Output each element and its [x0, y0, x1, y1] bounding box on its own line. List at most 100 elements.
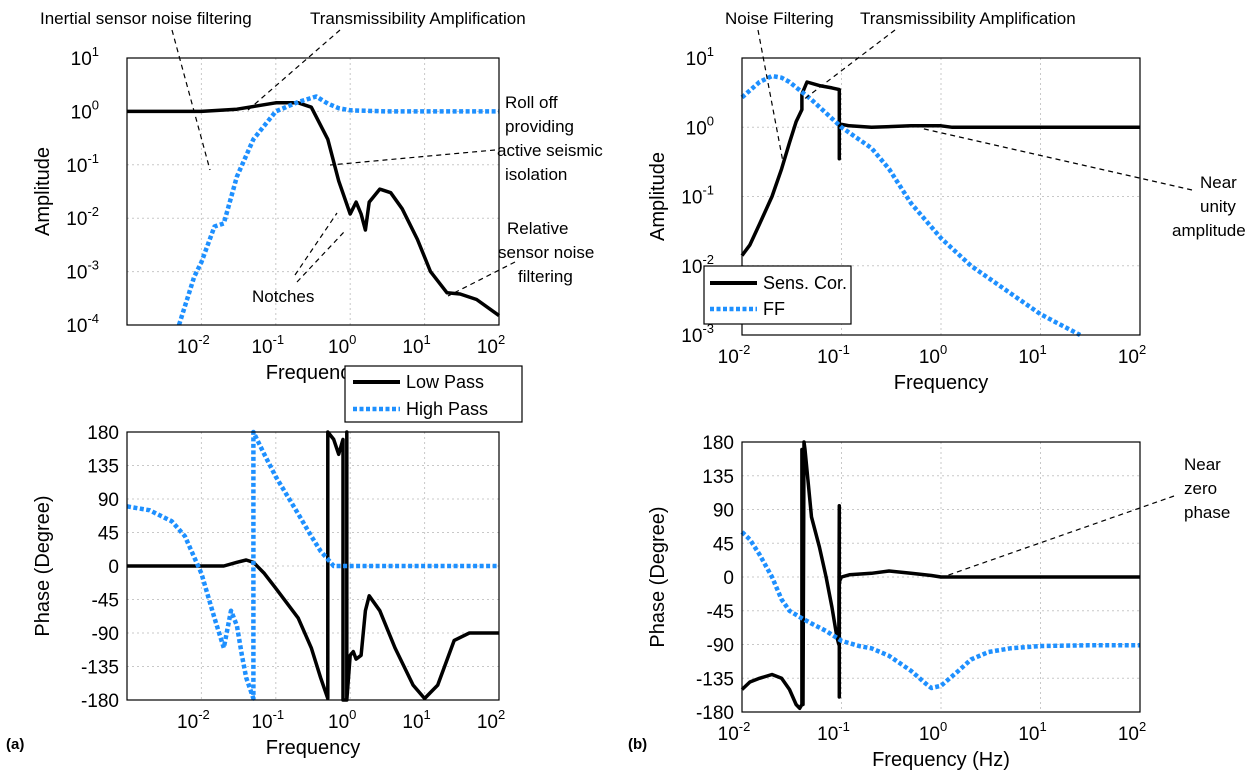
x-tick-label: 10-1: [251, 332, 284, 358]
annotations-panel-b-phase: Near zero phase: [939, 455, 1230, 579]
y-axis-label: Amplitude: [647, 152, 669, 241]
legend-panel-b: Sens. Cor. FF: [703, 265, 852, 325]
y-tick-label: 10-1: [66, 151, 99, 177]
series-high-pass-line: [126, 429, 499, 701]
legend-entry-low-pass: Low Pass: [406, 372, 484, 392]
x-tick-label: 100: [328, 707, 356, 733]
plot-b_phase: 10-2 10-1 100 101 10218013590450-45-90-135-1…: [647, 433, 1146, 771]
annotation-notches: Notches: [252, 287, 314, 306]
x-tick-label: 10-1: [251, 707, 284, 733]
x-tick-label: 10-2: [177, 332, 210, 358]
series-ff-line: [740, 530, 1140, 691]
y-tick-label: -45: [92, 591, 119, 612]
y-tick-label: -90: [92, 624, 119, 645]
svg-text:active seismic: active seismic: [497, 141, 603, 160]
series-high-pass-line: [176, 94, 499, 326]
x-axis-label: Frequency: [894, 372, 989, 394]
legend-entry-sens-cor: Sens. Cor.: [763, 273, 847, 293]
annotation-relative-noise: Relative sensor noise filtering: [498, 219, 594, 286]
plot-a_phase: 10-2 10-1 100 101 102 180 135 90 45 0 -45 -90 -135 -1…: [32, 423, 505, 759]
y-tick-label: 10-1: [681, 183, 714, 209]
panel-label-a: (a): [6, 736, 24, 753]
series-sens-cor--line: [740, 80, 1140, 257]
svg-text:Roll off: Roll off: [505, 93, 558, 112]
y-tick-label: 135: [702, 467, 734, 488]
x-tick-label: 101: [1018, 719, 1046, 745]
svg-text:Relative: Relative: [507, 219, 568, 238]
plot-frame: [126, 431, 500, 701]
y-tick-label: 101: [686, 44, 714, 70]
panel-label-b: (b): [628, 736, 647, 753]
x-tick-label: 102: [1118, 719, 1146, 745]
y-tick-label: -135: [81, 658, 119, 679]
y-tick-label: 100: [71, 97, 99, 123]
svg-text:Near: Near: [1200, 173, 1237, 192]
x-tick-label: 100: [919, 719, 947, 745]
x-tick-label: 100: [328, 332, 356, 358]
y-tick-label: 90: [713, 501, 734, 522]
plot-frame: [741, 441, 1141, 713]
y-tick-label: 101: [71, 44, 99, 70]
x-tick-label: 102: [477, 332, 505, 358]
y-tick-label: -45: [707, 602, 734, 623]
annotation-roll-off: Roll off providing active seismic isolat…: [497, 93, 603, 184]
annotation-inertial-noise: Inertial sensor noise filtering: [40, 9, 252, 28]
y-tick-label: 180: [702, 433, 734, 454]
y-axis-label: Phase (Degree): [32, 495, 54, 636]
x-tick-label: 101: [402, 707, 430, 733]
x-tick-label: 10-2: [718, 342, 751, 368]
y-tick-label: -135: [696, 669, 734, 690]
y-tick-label: 100: [686, 113, 714, 139]
plot-frame: [741, 57, 1141, 336]
x-axis-label: Frequency: [266, 362, 361, 384]
y-tick-label: 180: [87, 423, 119, 444]
y-tick-label: 10-3: [66, 258, 99, 284]
y-tick-label: 10-4: [66, 311, 99, 337]
y-tick-label: 0: [108, 557, 119, 578]
svg-text:isolation: isolation: [505, 165, 567, 184]
x-axis-label: Frequency (Hz): [872, 749, 1010, 771]
annotation-transmissibility-a: Transmissibility Amplification: [310, 9, 526, 28]
x-tick-label: 10-2: [177, 707, 210, 733]
x-tick-label: 10-1: [817, 719, 850, 745]
svg-text:unity: unity: [1200, 197, 1236, 216]
svg-text:filtering: filtering: [518, 267, 573, 286]
legend-panel-a: Low Pass High Pass: [344, 365, 523, 423]
y-tick-label: 45: [713, 534, 734, 555]
plot-b_amp: 10-2 10-1 100 101 10210-310-210-1100101Frequ…: [647, 44, 1146, 394]
plot-frame: [126, 57, 500, 326]
x-tick-label: 10-1: [817, 342, 850, 368]
y-tick-label: 135: [87, 457, 119, 478]
x-tick-label: 102: [1118, 342, 1146, 368]
svg-text:amplitude: amplitude: [1172, 221, 1246, 240]
svg-text:sensor noise: sensor noise: [498, 243, 594, 262]
legend-entry-ff: FF: [763, 299, 785, 319]
x-axis-label: Frequency: [266, 737, 361, 759]
svg-text:zero: zero: [1184, 479, 1217, 498]
y-axis-label: Amplitude: [32, 147, 54, 236]
grid-a_phase: [127, 432, 499, 700]
y-tick-label: -90: [707, 636, 734, 657]
annotations-panel-b: Noise Filtering Transmissibility Amplifi…: [725, 9, 1246, 240]
y-tick-label: 10-2: [66, 204, 99, 230]
x-tick-label: 102: [477, 707, 505, 733]
svg-text:phase: phase: [1184, 503, 1230, 522]
series-ff-line: [740, 73, 1082, 337]
y-tick-label: 90: [98, 490, 119, 511]
legend-entry-high-pass: High Pass: [406, 399, 488, 419]
y-tick-label: -180: [696, 703, 734, 724]
y-tick-label: 45: [98, 524, 119, 545]
y-tick-label: 0: [723, 568, 734, 589]
y-tick-label: -180: [81, 691, 119, 712]
x-tick-label: 100: [919, 342, 947, 368]
y-axis-label: Phase (Degree): [647, 506, 669, 647]
annotation-noise-filtering: Noise Filtering: [725, 9, 834, 28]
series-sens-cor--line: [740, 440, 1140, 711]
plot-a_amp: 10-2 10-1 100 101 102 10-4 10-3 10-2 10-1 100 101 F…: [32, 44, 505, 384]
y-tick-label: 10-3: [681, 321, 714, 347]
svg-text:Near: Near: [1184, 455, 1221, 474]
x-tick-label: 101: [1018, 342, 1046, 368]
annotation-transmissibility-b: Transmissibility Amplification: [860, 9, 1076, 28]
series-low-pass-line: [127, 101, 501, 318]
